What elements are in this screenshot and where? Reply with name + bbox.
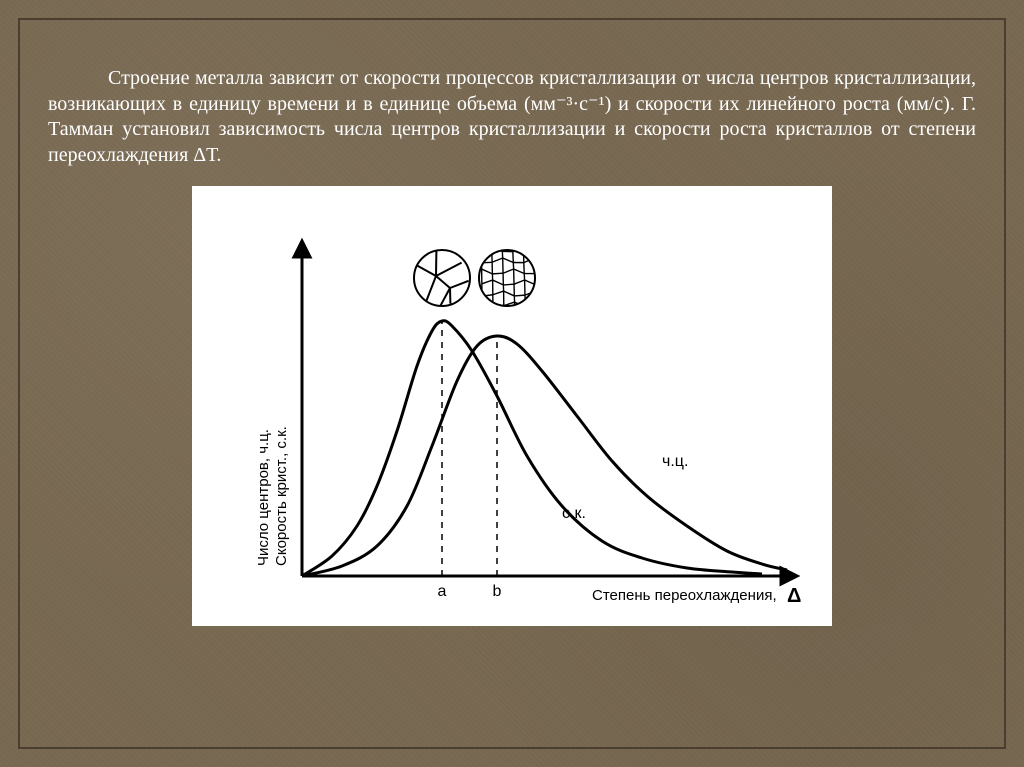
x-axis-label: Степень переохлаждения, <box>592 587 777 604</box>
content-frame: Строение металла зависит от скорости про… <box>18 18 1006 749</box>
curve-label-ч.ц.: ч.ц. <box>662 453 688 470</box>
chart-svg: с.к. ч.ц. a b Степень переохлаждения, Δ Число … <box>192 186 832 626</box>
tick-label-b: b <box>493 583 502 600</box>
body-paragraph: Строение металла зависит от скорости про… <box>48 66 976 168</box>
y-axis-label-2: Скорость крист., с.к. <box>273 427 290 567</box>
x-axis-delta-symbol: Δ <box>787 585 801 607</box>
y-axis-labels: Число центров, ч.ц.Скорость крист., с.к. <box>255 427 290 567</box>
fine-grain-icon <box>479 247 557 330</box>
curve-label-с.к.: с.к. <box>562 505 586 522</box>
coarse-grain-icon <box>414 250 470 306</box>
slide-root: Строение металла зависит от скорости про… <box>0 0 1024 767</box>
tammann-chart: с.к. ч.ц. a b Степень переохлаждения, Δ Число … <box>192 186 832 626</box>
curve-ч.ц. <box>302 336 787 576</box>
y-axis-label-1: Число центров, ч.ц. <box>255 429 272 566</box>
tick-label-a: a <box>438 583 447 600</box>
